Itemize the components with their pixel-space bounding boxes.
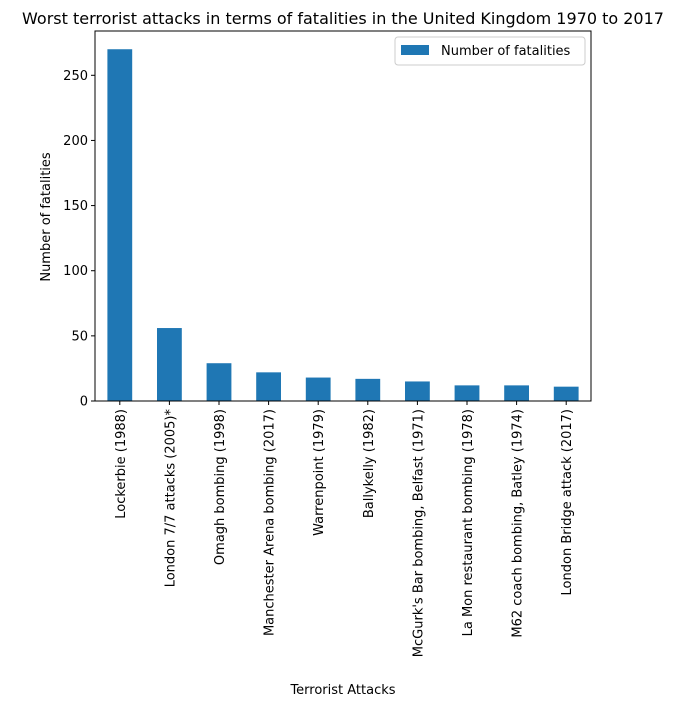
bar [157, 328, 182, 401]
x-tick-label: McGurk's Bar bombing, Belfast (1971) [411, 409, 426, 657]
x-tick-label: La Mon restaurant bombing (1978) [461, 409, 476, 636]
x-tick-label: Omagh bombing (1998) [213, 409, 228, 565]
bar [305, 377, 331, 401]
bar [553, 386, 579, 401]
plot-frame [94, 30, 592, 402]
x-tick-label: London Bridge attack (2017) [560, 409, 575, 595]
y-tick-label: 100 [63, 264, 88, 279]
legend-swatch [401, 45, 429, 55]
legend-label: Number of fatalities [441, 44, 571, 59]
bar [454, 385, 480, 401]
y-tick-label: 250 [63, 69, 88, 84]
y-tick-label: 150 [63, 199, 88, 214]
x-tick-label: M62 coach bombing, Batley (1974) [511, 409, 526, 638]
x-tick-label: Manchester Arena bombing (2017) [263, 409, 278, 636]
bar [206, 363, 232, 401]
bars-group [107, 49, 579, 401]
x-tick-label: Lockerbie (1988) [114, 409, 129, 519]
y-tick-label: 50 [71, 329, 88, 344]
bar [256, 372, 281, 401]
y-tick-label: 0 [80, 395, 88, 410]
x-tick-label: London 7/7 attacks (2005)* [163, 409, 178, 588]
legend-box [394, 36, 586, 66]
bar [405, 381, 430, 401]
x-axis-label: Terrorist Attacks [289, 683, 395, 698]
x-tick-label: Warrenpoint (1979) [312, 409, 327, 536]
y-axis-label: Number of fatalities [39, 152, 54, 282]
bar [355, 378, 381, 401]
x-axis: Lockerbie (1988) London 7/7 attacks (2005… [114, 401, 575, 657]
legend: Number of fatalities [394, 36, 586, 66]
x-tick-label: Ballykelly (1982) [362, 409, 377, 518]
y-axis: 0 50 100 150 200 250 [63, 69, 95, 410]
y-tick-label: 200 [63, 134, 88, 149]
bar [107, 49, 133, 401]
bar [504, 385, 529, 401]
chart-title: Worst terrorist attacks in terms of fata… [22, 9, 664, 28]
